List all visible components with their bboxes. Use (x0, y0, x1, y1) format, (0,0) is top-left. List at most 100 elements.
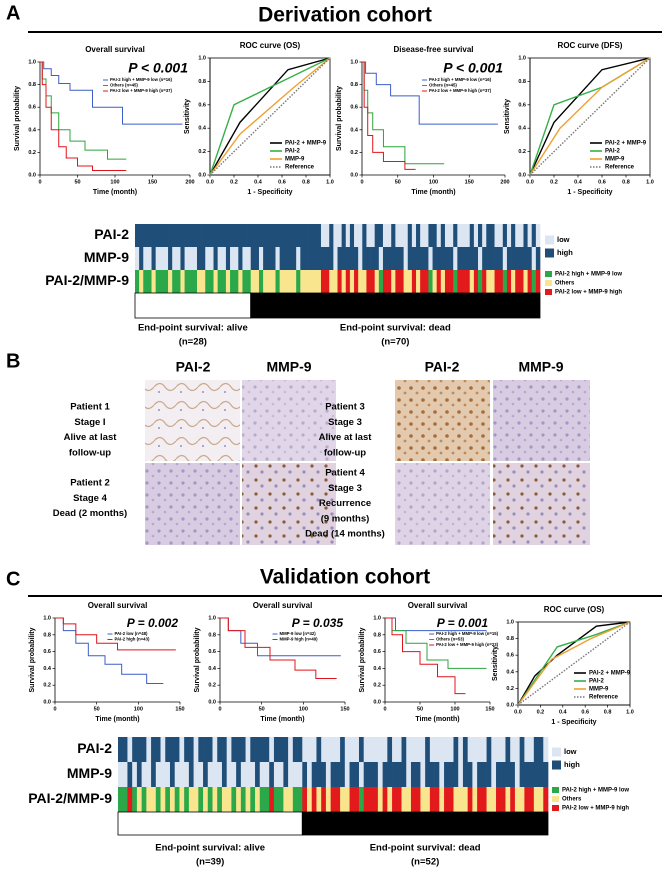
y-tick-label: 1.0 (28, 59, 36, 65)
y-axis-label: Survival probability (359, 627, 366, 692)
heat-cell (180, 270, 185, 293)
y-tick-label: 0.0 (506, 702, 514, 708)
heat-cell (436, 224, 442, 247)
case-label: Patient 2 (70, 478, 110, 489)
heat-cell (287, 270, 293, 293)
heat-cell (136, 762, 142, 787)
heat-cell (242, 224, 247, 247)
heat-cell (279, 247, 285, 270)
x-tick-label: 150 (485, 706, 494, 712)
heat-cell (399, 224, 404, 247)
heat-cell (498, 270, 504, 293)
heat-cell (473, 247, 479, 270)
y-axis-label: Sensitivity (492, 646, 499, 681)
heat-cell (387, 737, 393, 762)
heat-cell (221, 247, 227, 270)
case-label: Dead (2 months) (53, 508, 127, 519)
heat-cell (439, 737, 445, 762)
group-label: End-point survival: alive (138, 323, 248, 334)
heat-cell (267, 247, 272, 270)
heat-cell (151, 247, 157, 270)
heat-cell (472, 787, 478, 812)
heat-cell (444, 762, 450, 787)
heat-cell (147, 247, 152, 270)
series-line (362, 61, 498, 125)
heat-cell (490, 224, 495, 247)
x-tick-label: 0.4 (254, 179, 263, 185)
heat-cell (259, 737, 265, 762)
heat-cell (226, 737, 232, 762)
heat-cell (193, 737, 199, 762)
heat-cell (481, 762, 487, 787)
series-line (209, 57, 331, 176)
heat-cell (292, 762, 298, 787)
heat-cell (155, 762, 161, 787)
heat-cell (136, 737, 142, 762)
heat-cell (420, 737, 426, 762)
heat-cell (304, 247, 309, 270)
heat-cell (434, 737, 440, 762)
endpoint-bar (301, 811, 549, 836)
heat-cell (329, 270, 334, 293)
heat-cell (486, 224, 491, 247)
heat-cell (407, 270, 413, 293)
heat-cell (221, 737, 228, 762)
heat-cell (188, 270, 194, 293)
heat-cell (335, 787, 341, 812)
heat-cell (345, 224, 351, 247)
panel-letter: A (6, 2, 20, 24)
legend-label: high (564, 760, 580, 769)
heat-cell (387, 224, 392, 247)
heat-cell (250, 762, 256, 787)
heat-cell (396, 787, 402, 812)
heat-cell (151, 787, 157, 812)
x-tick-label: 0.6 (598, 179, 606, 185)
y-tick-label: 0.4 (28, 127, 37, 133)
heat-cell (349, 224, 355, 247)
heat-cell (273, 762, 280, 787)
heat-cell (307, 762, 313, 787)
y-tick-label: 1.0 (198, 55, 206, 61)
heat-cell (453, 270, 458, 293)
heat-cell (403, 247, 409, 270)
heat-cell (147, 224, 152, 247)
legend-label: PAI-2 low + MMP-9 high (n=37) (110, 88, 173, 93)
heat-cell (292, 270, 297, 293)
column-header: PAI-2 (176, 359, 211, 375)
heat-cell (141, 762, 147, 787)
heat-cell (234, 247, 239, 270)
heat-cell (420, 224, 425, 247)
heat-cell (449, 270, 454, 293)
heat-cell (363, 737, 369, 762)
case-label: Stage 3 (328, 483, 362, 494)
x-tick-label: 0.8 (622, 179, 630, 185)
heat-cell (406, 737, 412, 762)
legend-label: Reference (589, 695, 619, 701)
legend-swatch (545, 280, 552, 286)
heat-cell (538, 787, 544, 812)
heat-cell (127, 787, 133, 812)
heat-cell (395, 270, 400, 293)
series-line (40, 61, 183, 125)
heat-cell (382, 737, 388, 762)
heat-cell (448, 737, 454, 762)
x-tick-label: 0.2 (550, 179, 558, 185)
row-label: PAI-2 (94, 226, 129, 242)
tissue-image (395, 463, 490, 545)
heat-cell (482, 224, 487, 247)
heat-cell (213, 270, 219, 293)
heat-cell (146, 737, 152, 762)
heat-cell (341, 224, 347, 247)
x-axis-label: 1 - Specificity (567, 189, 612, 196)
legend-label: MMP-9 (285, 157, 305, 163)
legend-label: high (557, 248, 573, 257)
heat-cell (374, 270, 380, 293)
y-tick-label: 0.2 (373, 683, 381, 689)
heat-cell (344, 787, 350, 812)
heat-cell (527, 224, 533, 247)
x-tick-label: 0.2 (537, 709, 545, 715)
heat-cell (531, 247, 537, 270)
x-tick-label: 0.4 (574, 179, 583, 185)
heat-cell (494, 224, 500, 247)
heat-cell (335, 737, 341, 762)
